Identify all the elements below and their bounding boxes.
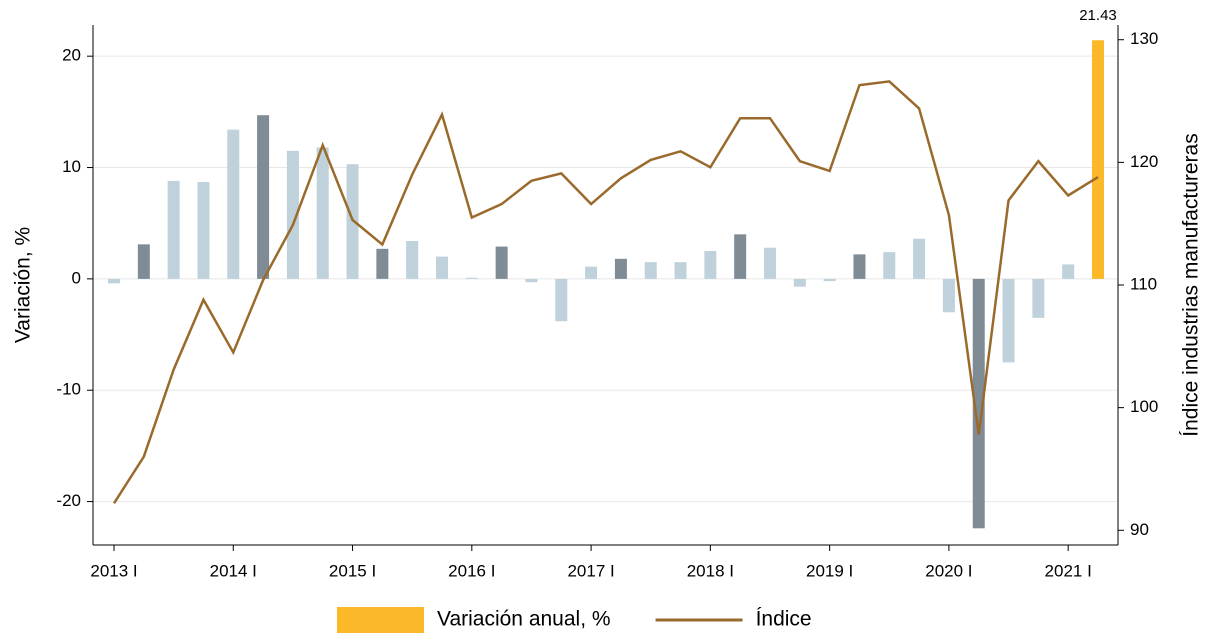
bar — [704, 251, 717, 279]
bar — [913, 238, 926, 279]
legend-label: Índice — [756, 608, 812, 631]
y-axis-title: Variación, % — [12, 227, 35, 343]
x-tick-label: 2015 I — [329, 561, 376, 580]
bar — [436, 256, 448, 279]
bar — [883, 252, 896, 279]
y-tick-label: 0 — [72, 268, 81, 287]
y2-tick-label: 130 — [1130, 29, 1158, 48]
x-tick-label: 2017 I — [567, 561, 614, 580]
bar — [793, 278, 806, 287]
y-tick-label: -10 — [56, 380, 81, 399]
bar — [406, 241, 419, 279]
x-tick-label: 2016 I — [448, 561, 495, 580]
bar — [823, 278, 836, 282]
bar — [1032, 278, 1045, 318]
y-tick-label: -20 — [56, 491, 81, 510]
y2-tick-label: 120 — [1130, 152, 1158, 171]
bar — [227, 129, 240, 279]
legend-swatch — [337, 607, 424, 633]
bar — [585, 266, 598, 279]
value-label: 21.43 — [1079, 7, 1117, 24]
bar — [257, 115, 270, 279]
bar — [1062, 264, 1075, 279]
y-tick-label: 10 — [62, 157, 81, 176]
x-tick-label: 2014 I — [210, 561, 257, 580]
bar — [853, 254, 866, 279]
y2-tick-label: 110 — [1130, 274, 1157, 293]
bar — [972, 278, 985, 529]
legend-label: Variación anual, % — [437, 608, 611, 631]
bar — [1092, 40, 1104, 279]
bar — [316, 147, 329, 279]
x-tick-label: 2013 I — [90, 561, 137, 580]
bar — [376, 248, 389, 279]
bar — [942, 278, 955, 313]
bar — [555, 278, 568, 322]
bar — [197, 182, 210, 279]
bar — [734, 234, 747, 279]
bar — [465, 277, 478, 279]
x-tick-label: 2020 I — [925, 561, 972, 580]
bar — [137, 244, 150, 279]
bar — [108, 278, 120, 284]
bar — [1002, 278, 1015, 363]
y2-axis-title: Índice industrias manufactureras — [1180, 133, 1203, 437]
y2-tick-label: 90 — [1130, 520, 1149, 539]
bar — [167, 180, 180, 279]
x-tick-label: 2019 I — [806, 561, 853, 580]
bar — [674, 262, 687, 279]
bar — [614, 258, 627, 279]
bar — [644, 262, 657, 279]
bar — [525, 278, 538, 283]
index-line — [112, 80, 1099, 504]
bar — [495, 246, 508, 279]
y2-tick-label: 100 — [1130, 397, 1158, 416]
x-tick-label: 2021 I — [1045, 561, 1092, 580]
bar — [286, 150, 299, 279]
x-tick-label: 2018 I — [687, 561, 734, 580]
bar — [764, 247, 776, 279]
y-tick-label: 20 — [62, 46, 81, 65]
